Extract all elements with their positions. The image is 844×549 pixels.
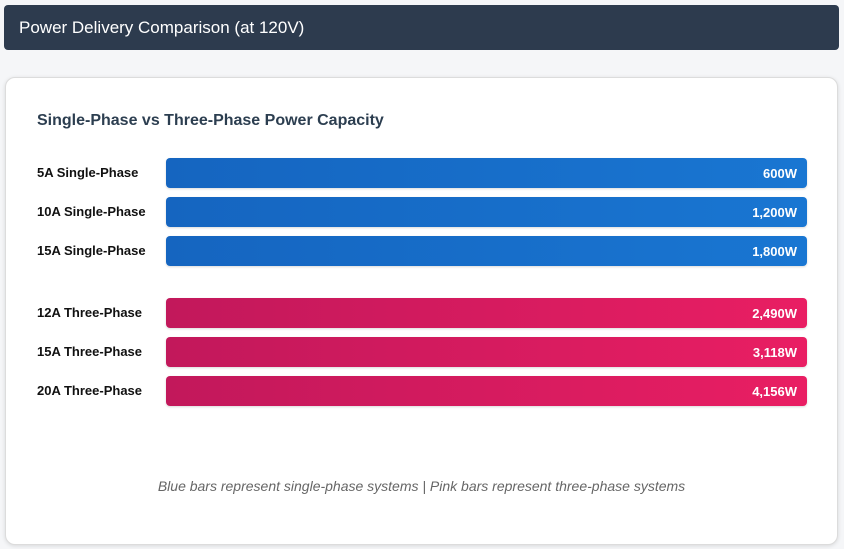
card-title: Single-Phase vs Three-Phase Power Capaci… <box>37 112 384 129</box>
bar-row: 5A Single-Phase 600W <box>37 158 807 188</box>
bar: 600W <box>166 158 807 188</box>
bar-row: 10A Single-Phase 1,200W <box>37 197 807 227</box>
row-label: 12A Three-Phase <box>37 305 143 320</box>
row-label: 10A Single-Phase <box>37 204 146 219</box>
row-label: 20A Three-Phase <box>37 383 143 398</box>
row-label: 15A Single-Phase <box>37 243 146 258</box>
row-label: 15A Three-Phase <box>37 344 143 359</box>
bar-row: 20A Three-Phase 4,156W <box>37 376 807 406</box>
bar-row: 15A Three-Phase 3,118W <box>37 337 807 367</box>
bar-group: 12A Three-Phase 2,490W 15A Three-Phase 3,11… <box>37 298 807 406</box>
bar: 3,118W <box>166 337 807 367</box>
row-label: 5A Single-Phase <box>37 165 139 180</box>
bar: 1,200W <box>166 197 807 227</box>
bar: 2,490W <box>166 298 807 328</box>
bar-group: 5A Single-Phase 600W 10A Single-Phase 1,200… <box>37 158 807 266</box>
card: Single-Phase vs Three-Phase Power Capaci… <box>5 77 838 545</box>
bar: 4,156W <box>166 376 807 406</box>
bar: 1,800W <box>166 236 807 266</box>
bar-list: 5A Single-Phase 600W 10A Single-Phase 1,200… <box>37 158 807 406</box>
note: Blue bars represent single-phase systems… <box>157 478 686 494</box>
header-title: Power Delivery Comparison (at 120V) <box>4 5 839 50</box>
bar-row: 12A Three-Phase 2,490W <box>37 298 807 328</box>
bar-row: 15A Single-Phase 1,800W <box>37 236 807 266</box>
